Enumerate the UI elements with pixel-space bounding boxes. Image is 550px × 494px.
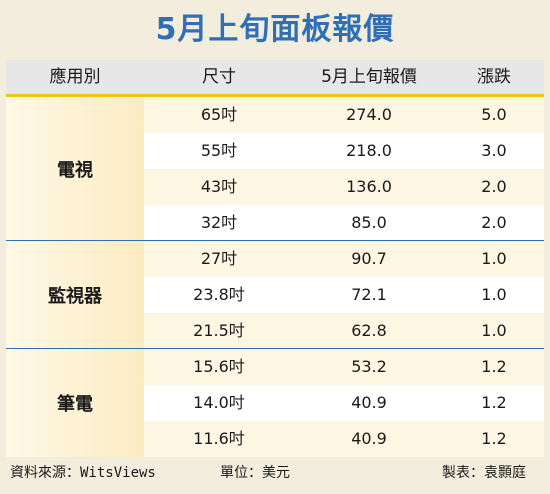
- cell-change: 1.0: [481, 285, 507, 304]
- cell-change: 2.0: [481, 177, 507, 196]
- table-group: 監視器 27吋 90.7 1.0 23.8吋 72.1 1.0 21.5吋 62.8 1.0: [6, 241, 544, 349]
- footer: 資料來源：WitsViews 單位：美元 製表：袁顥庭: [6, 458, 544, 488]
- cell-size: 11.6吋: [193, 429, 245, 448]
- page-title: 5月上旬面板報價: [155, 12, 395, 47]
- table-row: 15.6吋 53.2 1.2: [144, 349, 544, 385]
- table-row: 23.8吋 72.1 1.0: [144, 277, 544, 313]
- cell-change: 1.2: [481, 357, 507, 376]
- cell-price: 40.9: [351, 393, 387, 412]
- table-row: 27吋 90.7 1.0: [144, 241, 544, 277]
- table-row: 65吋 274.0 5.0: [144, 97, 544, 133]
- cell-size: 65吋: [200, 105, 238, 124]
- cell-change: 2.0: [481, 213, 507, 232]
- cell-price: 62.8: [351, 321, 387, 340]
- table-group: 電視 65吋 274.0 5.0 55吋 218.0 3.0 43吋 136.0 2.0 32吋 85…: [6, 97, 544, 241]
- cell-price: 53.2: [351, 357, 387, 376]
- cell-price: 40.9: [351, 429, 387, 448]
- footer-source: 資料來源：WitsViews: [10, 465, 156, 481]
- footer-credit: 製表：袁顥庭: [442, 465, 526, 481]
- group-label: 監視器: [6, 241, 144, 349]
- table-row: 14.0吋 40.9 1.2: [144, 385, 544, 421]
- cell-size: 32吋: [200, 213, 238, 232]
- cell-price: 218.0: [346, 141, 392, 160]
- cell-price: 274.0: [346, 105, 392, 124]
- price-table: 應用別 尺寸 5月上旬報價 漲跌 電視 65吋 274.0 5.0 55吋 218.0 3.…: [6, 60, 544, 457]
- cell-size: 55吋: [200, 141, 238, 160]
- table-group: 筆電 15.6吋 53.2 1.2 14.0吋 40.9 1.2 11.6吋 40.9 1.2: [6, 349, 544, 457]
- cell-price: 136.0: [346, 177, 392, 196]
- table-row: 21.5吋 62.8 1.0: [144, 313, 544, 349]
- table-row: 55吋 218.0 3.0: [144, 133, 544, 169]
- cell-change: 3.0: [481, 141, 507, 160]
- cell-change: 1.2: [481, 429, 507, 448]
- header-size: 尺寸: [202, 67, 236, 87]
- cell-price: 72.1: [351, 285, 387, 304]
- footer-unit: 單位：美元: [220, 465, 290, 481]
- cell-size: 27吋: [200, 249, 238, 268]
- header-price: 5月上旬報價: [321, 67, 417, 87]
- cell-change: 5.0: [481, 105, 507, 124]
- cell-size: 15.6吋: [193, 357, 245, 376]
- cell-price: 90.7: [351, 249, 387, 268]
- cell-change: 1.0: [481, 249, 507, 268]
- header-change: 漲跌: [477, 67, 511, 87]
- group-label: 電視: [6, 97, 144, 241]
- table-row: 32吋 85.0 2.0: [144, 205, 544, 241]
- cell-change: 1.0: [481, 321, 507, 340]
- group-label: 筆電: [6, 349, 144, 457]
- cell-change: 1.2: [481, 393, 507, 412]
- cell-size: 23.8吋: [193, 285, 245, 304]
- header-application: 應用別: [49, 67, 101, 87]
- cell-size: 43吋: [200, 177, 238, 196]
- cell-price: 85.0: [351, 213, 387, 232]
- cell-size: 14.0吋: [193, 393, 245, 412]
- table-row: 11.6吋 40.9 1.2: [144, 421, 544, 457]
- cell-size: 21.5吋: [193, 321, 245, 340]
- table-row: 43吋 136.0 2.0: [144, 169, 544, 205]
- table-header: 應用別 尺寸 5月上旬報價 漲跌: [6, 60, 544, 97]
